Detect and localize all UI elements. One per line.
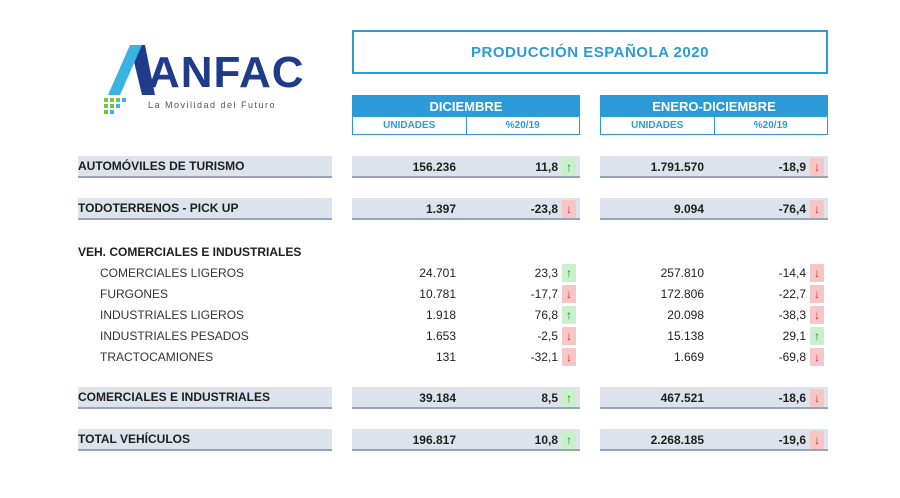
ytd-units-value: 172.806 <box>660 287 704 301</box>
ytd-column-header: ENERO-DICIEMBRE UNIDADES %20/19 <box>600 95 828 135</box>
arrow-up-icon: ↑ <box>562 389 576 407</box>
dec-pct-value: -23,8 <box>530 202 558 216</box>
row-label: COMERCIALES E INDUSTRIALES <box>78 387 332 409</box>
arrow-down-icon: ↓ <box>810 264 824 282</box>
ytd-pct-header: %20/19 <box>713 117 828 134</box>
dec-units-value: 1.918 <box>425 308 456 322</box>
ytd-units-value: 20.098 <box>667 308 704 322</box>
arrow-down-icon: ↓ <box>810 158 824 176</box>
arrow-up-icon: ↑ <box>562 264 576 282</box>
dec-units-value: 1.397 <box>425 202 456 216</box>
row-label: INDUSTRIALES LIGEROS <box>100 308 245 322</box>
ytd-units-value: 1.669 <box>673 350 704 364</box>
dec-units-value: 156.236 <box>412 160 456 174</box>
logo-tagline: La Movilidad del Futuro <box>148 100 277 110</box>
dec-pct-value: 23,3 <box>534 266 558 280</box>
logo-wordmark: ANFAC <box>148 48 305 97</box>
arrow-down-icon: ↓ <box>810 285 824 303</box>
arrow-down-icon: ↓ <box>810 389 824 407</box>
row-label: TRACTOCAMIONES <box>100 350 214 364</box>
dec-pct-value: 76,8 <box>534 308 558 322</box>
table-row: AUTOMÓVILES DE TURISMO 156.236 11,8 ↑ 1.… <box>0 156 900 178</box>
table-row: INDUSTRIALES LIGEROS 1.918 76,8 ↑ 20.098… <box>0 304 900 326</box>
title-box: PRODUCCIÓN ESPAÑOLA 2020 <box>352 30 828 74</box>
ytd-pct-value: -38,3 <box>778 308 806 322</box>
ytd-units-header: UNIDADES <box>631 120 684 131</box>
ytd-pct-value: -22,7 <box>778 287 806 301</box>
section-header-row: VEH. COMERCIALES E INDUSTRIALES <box>0 241 900 263</box>
row-label: TOTAL VEHÍCULOS <box>78 429 332 451</box>
dec-units-value: 24.701 <box>419 266 456 280</box>
ytd-units-value: 15.138 <box>667 329 704 343</box>
december-pct-header: %20/19 <box>465 117 580 134</box>
ytd-units-value: 9.094 <box>673 202 704 216</box>
ytd-units-value: 257.810 <box>660 266 704 280</box>
ytd-pct-value: -14,4 <box>778 266 806 280</box>
december-column-header: DICIEMBRE UNIDADES %20/19 <box>352 95 580 135</box>
table-row: TODOTERRENOS - PICK UP 1.397 -23,8 ↓ 9.0… <box>0 198 900 220</box>
row-label: FURGONES <box>100 287 169 301</box>
page-title: PRODUCCIÓN ESPAÑOLA 2020 <box>471 43 709 61</box>
arrow-down-icon: ↓ <box>810 348 824 366</box>
section-label: VEH. COMERCIALES E INDUSTRIALES <box>78 245 302 259</box>
dec-units-value: 196.817 <box>412 433 456 447</box>
arrow-down-icon: ↓ <box>562 348 576 366</box>
ytd-pct-value: 29,1 <box>782 329 806 343</box>
dec-units-value: 39.184 <box>419 391 456 405</box>
dec-units-value: 10.781 <box>419 287 456 301</box>
row-label: COMERCIALES LIGEROS <box>100 266 245 280</box>
ytd-pct-value: -18,6 <box>778 391 806 405</box>
ytd-units-value: 2.268.185 <box>650 433 704 447</box>
dec-pct-value: 8,5 <box>541 391 558 405</box>
arrow-up-icon: ↑ <box>562 158 576 176</box>
ytd-units-value: 1.791.570 <box>650 160 704 174</box>
table-row: INDUSTRIALES PESADOS 1.653 -2,5 ↓ 15.138… <box>0 325 900 347</box>
table-row: TRACTOCAMIONES 131 -32,1 ↓ 1.669 -69,8 ↓ <box>0 346 900 368</box>
dec-pct-value: -17,7 <box>530 287 558 301</box>
arrow-down-icon: ↓ <box>810 306 824 324</box>
ytd-pct-value: -76,4 <box>778 202 806 216</box>
table-row: FURGONES 10.781 -17,7 ↓ 172.806 -22,7 ↓ <box>0 283 900 305</box>
table-row: TOTAL VEHÍCULOS 196.817 10,8 ↑ 2.268.185… <box>0 429 900 451</box>
ytd-pct-value: -19,6 <box>778 433 806 447</box>
december-header: DICIEMBRE <box>352 95 580 117</box>
arrow-up-icon: ↑ <box>562 306 576 324</box>
dec-pct-value: 10,8 <box>534 433 558 447</box>
row-label: TODOTERRENOS - PICK UP <box>78 198 332 220</box>
arrow-up-icon: ↑ <box>810 327 824 345</box>
ytd-pct-value: -18,9 <box>778 160 806 174</box>
table-row: COMERCIALES LIGEROS 24.701 23,3 ↑ 257.81… <box>0 262 900 284</box>
dec-pct-value: -2,5 <box>537 329 558 343</box>
arrow-down-icon: ↓ <box>562 327 576 345</box>
december-units-header: UNIDADES <box>383 120 436 131</box>
arrow-down-icon: ↓ <box>562 285 576 303</box>
ytd-header: ENERO-DICIEMBRE <box>600 95 828 117</box>
arrow-up-icon: ↑ <box>562 431 576 449</box>
dec-units-value: 131 <box>435 350 456 364</box>
row-label: AUTOMÓVILES DE TURISMO <box>78 156 332 178</box>
table-row: COMERCIALES E INDUSTRIALES 39.184 8,5 ↑ … <box>0 387 900 409</box>
anfac-logo: ANFAC La Movilidad del Futuro <box>100 40 310 120</box>
dec-units-value: 1.653 <box>425 329 456 343</box>
dec-pct-value: 11,8 <box>535 160 558 174</box>
arrow-down-icon: ↓ <box>810 200 824 218</box>
ytd-units-value: 467.521 <box>660 391 704 405</box>
row-label: INDUSTRIALES PESADOS <box>100 329 249 343</box>
ytd-pct-value: -69,8 <box>778 350 806 364</box>
logo-mark-icon <box>104 45 155 114</box>
arrow-down-icon: ↓ <box>562 200 576 218</box>
dec-pct-value: -32,1 <box>530 350 558 364</box>
arrow-down-icon: ↓ <box>810 431 824 449</box>
